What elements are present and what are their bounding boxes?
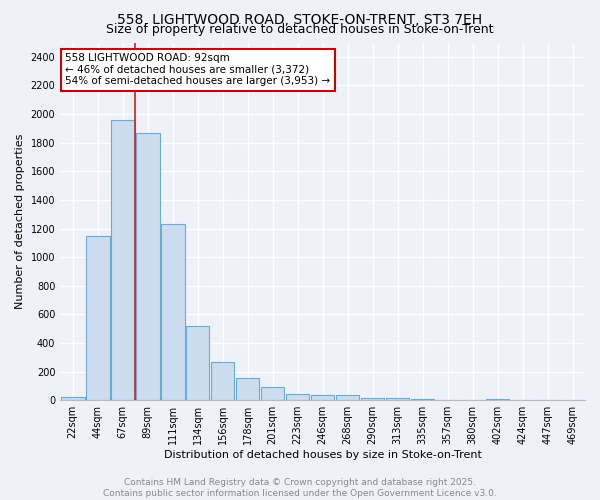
Bar	[311, 395, 334, 400]
Bar	[111, 120, 134, 400]
Bar	[86, 236, 110, 400]
Y-axis label: Number of detached properties: Number of detached properties	[15, 134, 25, 309]
Bar	[61, 398, 85, 400]
Text: Contains HM Land Registry data © Crown copyright and database right 2025.
Contai: Contains HM Land Registry data © Crown c…	[103, 478, 497, 498]
Bar	[161, 224, 185, 400]
Text: Size of property relative to detached houses in Stoke-on-Trent: Size of property relative to detached ho…	[106, 22, 494, 36]
Bar	[236, 378, 259, 400]
Bar	[261, 388, 284, 400]
Bar	[336, 395, 359, 400]
Bar	[386, 398, 409, 400]
Text: 558, LIGHTWOOD ROAD, STOKE-ON-TRENT, ST3 7EH: 558, LIGHTWOOD ROAD, STOKE-ON-TRENT, ST3…	[118, 12, 482, 26]
Bar	[286, 394, 310, 400]
Bar	[136, 132, 160, 400]
Bar	[186, 326, 209, 400]
Bar	[211, 362, 235, 400]
Bar	[361, 398, 385, 400]
X-axis label: Distribution of detached houses by size in Stoke-on-Trent: Distribution of detached houses by size …	[164, 450, 482, 460]
Text: 558 LIGHTWOOD ROAD: 92sqm
← 46% of detached houses are smaller (3,372)
54% of se: 558 LIGHTWOOD ROAD: 92sqm ← 46% of detac…	[65, 53, 331, 86]
